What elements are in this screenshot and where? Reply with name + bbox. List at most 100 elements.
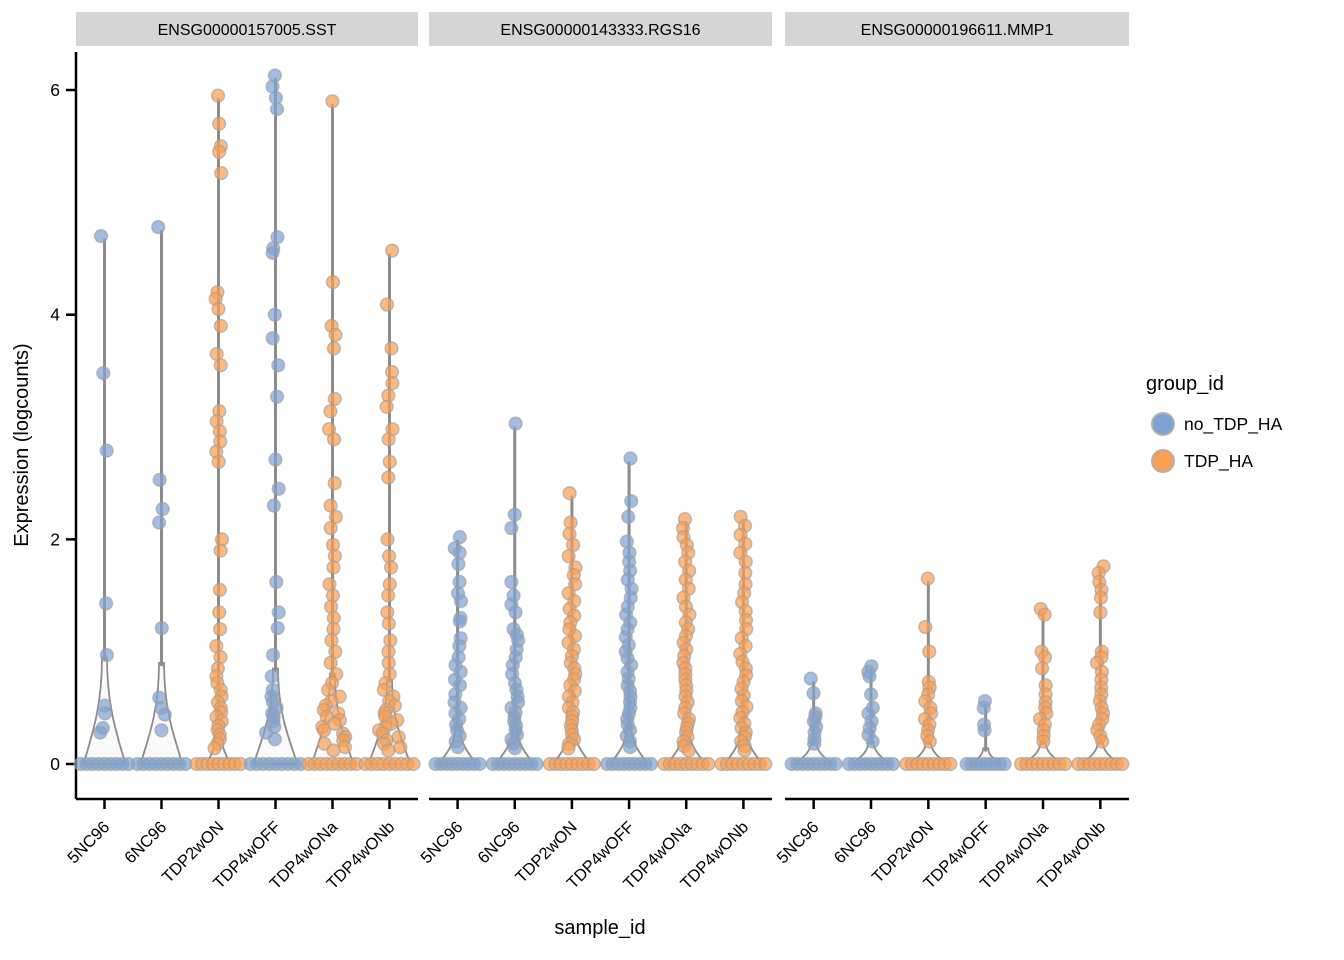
data-point xyxy=(212,116,227,131)
data-point xyxy=(1093,590,1109,605)
data-point xyxy=(737,743,752,758)
data-point xyxy=(325,94,340,109)
data-point xyxy=(99,443,114,458)
data-point xyxy=(323,404,338,419)
data-point xyxy=(383,560,399,575)
data-point xyxy=(213,622,228,637)
data-point xyxy=(385,376,400,391)
violin-TDP4wONb xyxy=(1071,559,1130,772)
data-point xyxy=(266,498,281,513)
data-point xyxy=(623,451,638,466)
data-point xyxy=(212,605,227,620)
violin-5NC96 xyxy=(784,671,843,772)
violin-6NC96 xyxy=(841,659,901,772)
zero-row-point xyxy=(643,756,659,772)
data-point xyxy=(271,481,286,496)
data-point xyxy=(381,616,396,631)
data-point xyxy=(151,219,166,235)
data-point xyxy=(508,605,523,620)
data-point xyxy=(270,620,285,636)
x-tick-label: 6NC96 xyxy=(831,818,880,867)
data-point xyxy=(271,358,286,373)
data-point xyxy=(922,734,937,749)
legend-title: group_id xyxy=(1146,373,1224,395)
facet-strip-title: ENSG00000196611.MMP1 xyxy=(861,22,1054,39)
data-point xyxy=(561,741,576,756)
data-point xyxy=(154,620,169,636)
data-point xyxy=(1036,734,1051,749)
violin-TDP4wOFF xyxy=(599,451,659,772)
data-point xyxy=(326,560,341,575)
y-tick-label: 2 xyxy=(50,529,60,549)
data-point xyxy=(264,669,279,684)
data-point xyxy=(152,472,167,487)
data-point xyxy=(451,556,466,572)
violin-5NC96 xyxy=(73,228,136,772)
data-point xyxy=(507,507,522,522)
violin-TDP4wONb xyxy=(714,509,773,772)
data-point xyxy=(214,166,229,181)
zero-row-point xyxy=(1057,756,1073,772)
data-point xyxy=(382,454,397,469)
y-tick-label: 6 xyxy=(50,80,60,100)
data-point xyxy=(622,740,638,755)
violin-TDP4wONa xyxy=(1013,601,1073,772)
data-point xyxy=(213,543,228,558)
data-point xyxy=(93,228,109,244)
data-point xyxy=(327,391,342,407)
data-point xyxy=(211,301,226,317)
data-point xyxy=(157,707,172,722)
data-point xyxy=(326,743,341,758)
data-point xyxy=(97,706,113,721)
data-point xyxy=(624,494,639,509)
data-point xyxy=(452,614,467,629)
data-point xyxy=(863,687,879,702)
data-point xyxy=(385,243,400,258)
data-point xyxy=(865,734,880,749)
legend: group_id no_TDP_HA TDP_HA xyxy=(1146,373,1283,473)
data-point xyxy=(561,549,576,564)
y-tick-label: 4 xyxy=(50,305,60,325)
data-point xyxy=(380,532,395,547)
data-point xyxy=(269,574,284,590)
data-point xyxy=(621,509,636,524)
data-point xyxy=(269,389,285,404)
data-point xyxy=(328,327,343,342)
data-point xyxy=(453,594,469,609)
facet-strip xyxy=(429,12,772,46)
data-point xyxy=(1037,607,1052,622)
zero-row-point xyxy=(885,756,901,772)
data-point xyxy=(862,669,877,684)
legend-key-TDP_HA: TDP_HA xyxy=(1151,449,1253,473)
data-point xyxy=(381,743,396,758)
zero-row-point xyxy=(943,756,958,772)
data-point xyxy=(265,647,281,663)
legend-swatch xyxy=(1151,449,1175,473)
data-point xyxy=(376,682,391,697)
data-point xyxy=(212,144,227,159)
violin-TDP4wONa xyxy=(657,512,716,772)
data-point xyxy=(381,432,396,447)
data-point xyxy=(328,509,344,524)
data-point xyxy=(920,571,935,586)
violin-6NC96 xyxy=(130,219,193,772)
data-point xyxy=(323,521,338,536)
data-point xyxy=(393,740,408,755)
data-point xyxy=(977,723,992,738)
violin-5NC96 xyxy=(428,529,487,772)
data-point xyxy=(152,515,167,530)
data-point xyxy=(681,743,696,758)
data-point xyxy=(922,644,937,659)
y-tick-label: 0 xyxy=(50,754,60,774)
data-point xyxy=(154,723,169,738)
data-point xyxy=(976,700,991,715)
data-point xyxy=(96,365,111,381)
data-point xyxy=(381,470,396,485)
data-point xyxy=(381,588,396,603)
data-point xyxy=(504,521,519,536)
data-point xyxy=(807,736,822,751)
zero-row-point xyxy=(1115,756,1130,772)
